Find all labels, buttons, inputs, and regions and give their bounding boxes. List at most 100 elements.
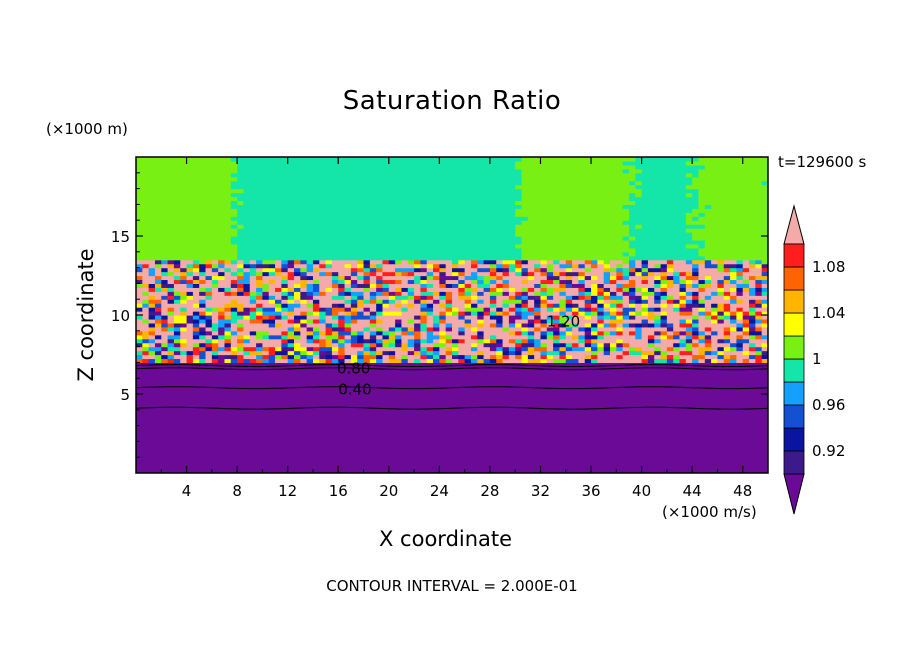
heatmap-cell	[388, 397, 396, 403]
heatmap-cell	[761, 307, 768, 312]
heatmap-cell	[742, 394, 750, 399]
heatmap-cell	[154, 378, 162, 383]
heatmap-cell	[205, 382, 213, 387]
heatmap-cell	[692, 425, 700, 431]
heatmap-cell	[698, 303, 706, 308]
heatmap-cell	[736, 366, 744, 371]
heatmap-cell	[268, 382, 276, 387]
heatmap-cell	[312, 334, 320, 340]
heatmap-cell	[666, 378, 674, 383]
heatmap-cell	[470, 394, 478, 399]
heatmap-cell	[635, 287, 643, 292]
heatmap-cell	[755, 425, 763, 431]
heatmap-cell	[294, 287, 301, 292]
heatmap-cell	[281, 362, 289, 367]
heatmap-cell	[673, 303, 681, 308]
heatmap-cell	[698, 279, 706, 284]
heatmap-cell	[730, 378, 737, 383]
heatmap-cell	[161, 354, 169, 360]
heatmap-cell	[249, 330, 257, 336]
heatmap-cell	[281, 311, 289, 316]
heatmap-cell	[736, 307, 744, 312]
heatmap-cell	[363, 386, 371, 391]
heatmap-cell	[603, 279, 611, 284]
heatmap-cell	[572, 390, 579, 395]
heatmap-cell	[407, 322, 415, 328]
heatmap-cell	[736, 465, 744, 470]
heatmap-cell	[230, 437, 238, 442]
heatmap-cell	[761, 299, 768, 304]
heatmap-cell	[692, 378, 700, 383]
heatmap-cell	[483, 445, 491, 450]
heatmap-cell	[666, 469, 674, 473]
heatmap-cell	[692, 295, 700, 300]
heatmap-cell	[205, 433, 213, 439]
heatmap-cell	[237, 311, 245, 316]
heatmap-cell	[287, 334, 295, 340]
heatmap-cell	[711, 401, 719, 407]
heatmap-cell	[294, 330, 301, 336]
heatmap-cell	[489, 330, 497, 336]
heatmap-cell	[673, 453, 681, 458]
heatmap-cell	[641, 401, 649, 407]
heatmap-cell	[414, 409, 421, 415]
heatmap-cell	[180, 338, 188, 344]
heatmap-cell	[584, 326, 592, 332]
heatmap-cell	[540, 283, 548, 288]
heatmap-cell	[154, 397, 162, 403]
heatmap-cell	[268, 441, 276, 446]
heatmap-cell	[730, 303, 737, 308]
heatmap-cell	[395, 279, 403, 284]
heatmap-cell	[262, 453, 270, 458]
heatmap-cell	[572, 307, 579, 312]
heatmap-cell	[527, 311, 535, 316]
heatmap-cell	[641, 405, 649, 411]
heatmap-cell	[256, 366, 263, 371]
heatmap-cell	[584, 370, 592, 375]
heatmap-cell	[344, 295, 352, 300]
heatmap-cell	[654, 453, 662, 458]
heatmap-cell	[673, 342, 681, 348]
heatmap-cell	[742, 461, 750, 466]
heatmap-cell	[723, 279, 731, 284]
heatmap-cell	[205, 354, 213, 360]
heatmap-cell	[679, 362, 687, 367]
heatmap-cell	[464, 413, 472, 419]
heatmap-cell	[540, 287, 548, 292]
heatmap-cell	[205, 374, 213, 379]
heatmap-cell	[256, 453, 263, 458]
heatmap-cell	[572, 437, 579, 442]
heatmap-cell	[369, 417, 377, 423]
heatmap-cell	[439, 390, 447, 395]
heatmap-cell	[553, 354, 561, 360]
heatmap-cell	[610, 445, 617, 450]
heatmap-cell	[578, 465, 586, 470]
heatmap-cell	[730, 425, 737, 431]
heatmap-cell	[761, 318, 768, 324]
heatmap-cell	[154, 453, 162, 458]
heatmap-cell	[578, 358, 586, 363]
heatmap-cell	[382, 311, 390, 316]
heatmap-cell	[199, 318, 207, 324]
heatmap-cell	[452, 445, 459, 450]
heatmap-cell	[470, 449, 478, 454]
heatmap-cell	[136, 429, 143, 435]
heatmap-cell	[426, 299, 434, 304]
heatmap-cell	[230, 358, 238, 363]
heatmap-cell	[736, 299, 744, 304]
heatmap-cell	[287, 362, 295, 367]
heatmap-cell	[546, 366, 554, 371]
heatmap-cell	[685, 370, 693, 375]
heatmap-cell	[527, 421, 535, 427]
heatmap-cell	[597, 401, 605, 407]
heatmap-cell	[376, 469, 384, 473]
heatmap-cell	[230, 433, 238, 439]
heatmap-cell	[572, 315, 579, 320]
heatmap-cell	[502, 437, 510, 442]
heatmap-cell	[161, 413, 169, 419]
heatmap-cell	[275, 425, 282, 431]
heatmap-cell	[407, 358, 415, 363]
heatmap-cell	[559, 397, 567, 403]
heatmap-cell	[647, 445, 655, 450]
